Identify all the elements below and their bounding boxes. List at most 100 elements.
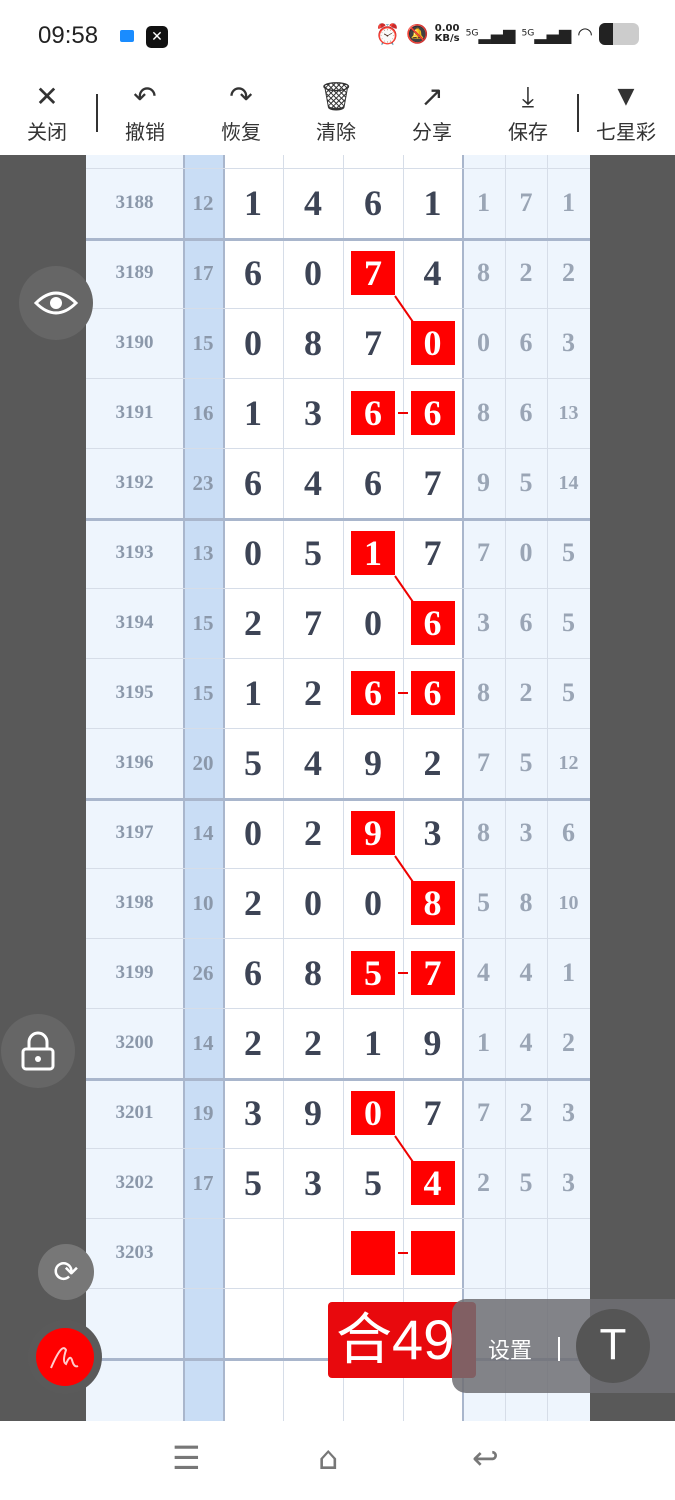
refresh-icon: ⟳: [53, 1254, 79, 1290]
highlighted-digit[interactable]: 6: [351, 391, 395, 435]
alarm-icon: ⏰: [375, 22, 401, 46]
digit[interactable]: 6: [244, 953, 262, 993]
digit[interactable]: 0: [364, 883, 382, 923]
digit[interactable]: 2: [423, 743, 442, 783]
lottery-chart-table[interactable]: 3188 12 1 4 6 1 1 7 1 3189 17 6 0 7 4 8 2 2 3190 15 0 8 7 0 0 6 3 3…: [86, 155, 590, 1421]
digit[interactable]: 1: [244, 393, 262, 433]
highlighted-digit[interactable]: 6: [351, 671, 395, 715]
digit[interactable]: 5: [304, 533, 322, 573]
back-icon[interactable]: ↩: [472, 1439, 499, 1477]
settings-button[interactable]: 设置: [488, 1339, 533, 1364]
digit[interactable]: 5: [244, 743, 262, 783]
digit[interactable]: 9: [423, 1023, 442, 1063]
extra-value: 9: [477, 468, 490, 497]
digit[interactable]: 1: [364, 1023, 382, 1063]
digit[interactable]: 3: [304, 1163, 322, 1203]
highlighted-digit[interactable]: 6: [410, 671, 455, 715]
digit[interactable]: 7: [423, 533, 442, 573]
digit[interactable]: 2: [304, 673, 322, 713]
lock-button[interactable]: [1, 1014, 75, 1088]
highlighted-digit[interactable]: 6: [410, 601, 455, 645]
home-icon[interactable]: ⌂: [318, 1439, 339, 1477]
pen-button[interactable]: [28, 1320, 102, 1394]
digit[interactable]: 9: [364, 743, 382, 783]
digit[interactable]: 4: [304, 743, 322, 783]
digit[interactable]: 3: [423, 813, 442, 853]
grid-line: [86, 378, 590, 379]
digit[interactable]: 4: [304, 463, 322, 503]
toolbar-trash-button[interactable]: 🗑 清除: [301, 78, 371, 145]
digit[interactable]: 6: [364, 463, 382, 503]
digit[interactable]: 0: [244, 533, 262, 573]
highlighted-digit[interactable]: 5: [351, 951, 395, 995]
digit[interactable]: 8: [304, 323, 322, 363]
digit[interactable]: 6: [244, 463, 262, 503]
digit[interactable]: 0: [244, 813, 262, 853]
highlighted-digit[interactable]: 9: [351, 811, 395, 855]
digit[interactable]: 1: [423, 183, 442, 223]
issue-number: 3198: [115, 892, 154, 913]
digit[interactable]: 2: [304, 813, 322, 853]
highlighted-digit[interactable]: 1: [351, 531, 395, 575]
digit[interactable]: 1: [244, 673, 262, 713]
extra-value: 6: [519, 608, 533, 637]
digit[interactable]: 5: [364, 1163, 382, 1203]
eye-button[interactable]: [19, 266, 93, 340]
issue-number: 3196: [115, 752, 154, 773]
sum-value: 13: [192, 540, 214, 565]
digit[interactable]: 2: [244, 603, 262, 643]
digit[interactable]: 6: [244, 253, 262, 293]
highlighted-digit[interactable]: 4: [410, 1161, 455, 1205]
highlighted-digit[interactable]: 8: [410, 881, 455, 925]
toolbar-close-button[interactable]: ✕ 关闭: [12, 78, 82, 145]
toolbar-undo-button[interactable]: ↶ 撤销: [110, 78, 180, 145]
digit[interactable]: 7: [364, 323, 382, 363]
highlighted-digit[interactable]: [351, 1231, 395, 1275]
digit[interactable]: 6: [364, 183, 382, 223]
digit[interactable]: 4: [304, 183, 322, 223]
issue-number: 3189: [115, 262, 154, 283]
right-margin: [590, 155, 675, 1421]
menu-icon[interactable]: ☰: [172, 1439, 201, 1477]
digit[interactable]: 7: [423, 1093, 442, 1133]
digit[interactable]: 0: [364, 603, 382, 643]
digit[interactable]: 2: [244, 1023, 262, 1063]
digit[interactable]: 7: [304, 603, 322, 643]
toolbar-label: 恢复: [221, 120, 261, 144]
sum-value: 12: [192, 190, 214, 215]
highlighted-digit[interactable]: 6: [410, 391, 455, 435]
issue-number: 3194: [115, 612, 154, 633]
divider: [558, 1337, 560, 1361]
digit[interactable]: 0: [244, 323, 262, 363]
capcut-notification-icon: ✕: [146, 26, 168, 48]
toolbar-download-button[interactable]: ⤓ 保存: [493, 78, 563, 145]
digit[interactable]: 8: [304, 953, 322, 993]
toolbar-triangle-down-button[interactable]: ▼ 七星彩: [591, 78, 661, 145]
digit[interactable]: 7: [423, 463, 442, 503]
toolbar-share-button[interactable]: ↗ 分享: [397, 78, 467, 145]
grid-line: [86, 658, 590, 659]
digit[interactable]: 0: [304, 883, 322, 923]
toolbar-redo-button[interactable]: ↷ 恢复: [206, 78, 276, 145]
highlighted-digit[interactable]: 7: [351, 251, 395, 295]
digit[interactable]: [283, 1218, 343, 1288]
toolbar-label: 七星彩: [596, 120, 656, 144]
digit[interactable]: 5: [244, 1163, 262, 1203]
digit[interactable]: 0: [304, 253, 322, 293]
highlighted-digit[interactable]: [410, 1231, 455, 1275]
highlighted-digit[interactable]: 7: [410, 951, 455, 995]
text-tool-button[interactable]: T: [576, 1309, 650, 1383]
digit[interactable]: 3: [304, 393, 322, 433]
rotate-button[interactable]: ⟳: [38, 1244, 94, 1300]
highlighted-digit[interactable]: 0: [351, 1091, 395, 1135]
digit[interactable]: 2: [244, 883, 262, 923]
grid-line: [86, 868, 590, 869]
digit[interactable]: 2: [304, 1023, 322, 1063]
digit[interactable]: [223, 1218, 283, 1288]
digit[interactable]: 4: [423, 253, 442, 293]
digit[interactable]: 1: [244, 183, 262, 223]
digit[interactable]: 9: [304, 1093, 322, 1133]
grid-line: [283, 155, 284, 1421]
digit[interactable]: 3: [244, 1093, 262, 1133]
highlighted-digit[interactable]: 0: [410, 321, 455, 365]
